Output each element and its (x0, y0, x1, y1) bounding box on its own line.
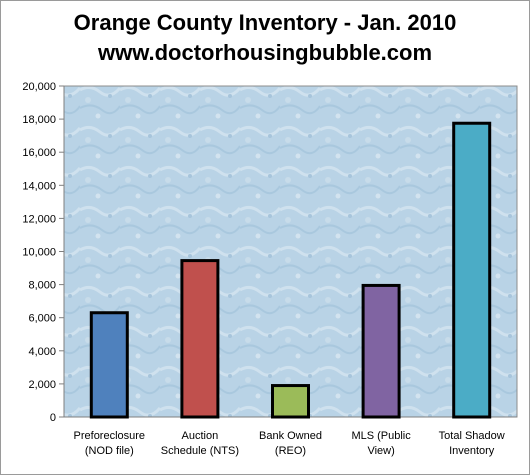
x-category-label: (REO) (275, 445, 306, 457)
y-tick-label: 0 (50, 412, 56, 424)
y-tick-label: 18,000 (22, 114, 56, 126)
x-category-label: Bank Owned (259, 430, 322, 442)
y-tick-label: 14,000 (22, 180, 56, 192)
x-category-label: (NOD file) (85, 445, 134, 457)
y-tick-label: 8,000 (28, 280, 56, 292)
y-tick-label: 20,000 (22, 81, 56, 93)
x-category-label: Auction (182, 430, 219, 442)
x-category-label: MLS (Public (351, 430, 411, 442)
y-tick-label: 6,000 (28, 313, 56, 325)
x-category-label: Inventory (449, 445, 495, 457)
y-tick-label: 4,000 (28, 346, 56, 358)
y-tick-label: 12,000 (22, 213, 56, 225)
y-tick-label: 10,000 (22, 247, 56, 259)
plot-area (63, 85, 518, 418)
bar (89, 311, 129, 419)
y-tick-label: 16,000 (22, 147, 56, 159)
bar (361, 283, 401, 419)
y-tick-label: 2,000 (28, 379, 56, 391)
x-category-label: View) (367, 445, 394, 457)
bar (452, 121, 492, 419)
chart-subtitle: www.doctorhousingbubble.com (97, 40, 433, 65)
chart-title: Orange County Inventory - Jan. 2010 (73, 10, 457, 35)
x-category-label: Total Shadow (439, 430, 505, 442)
x-category-label: Preforeclosure (74, 430, 146, 442)
x-category-label: Schedule (NTS) (161, 445, 239, 457)
bar (180, 259, 220, 419)
bar (271, 384, 310, 419)
